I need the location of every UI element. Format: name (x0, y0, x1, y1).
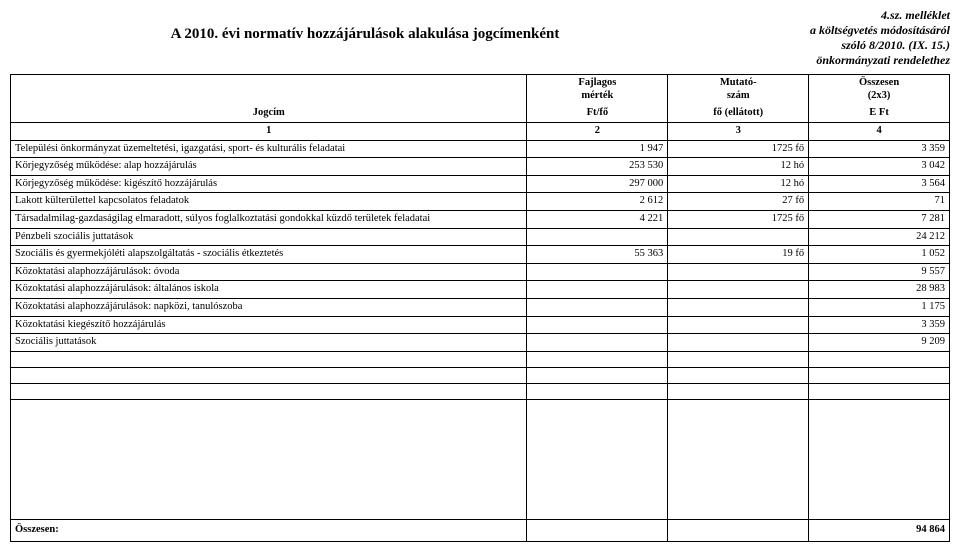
table-row: Társadalmilag-gazdaságilag elmaradott, s… (11, 210, 950, 228)
row-osszesen: 1 175 (809, 298, 950, 316)
table-row: Közoktatási alaphozzájárulások: óvoda 9 5… (11, 263, 950, 281)
row-fajlagos: 297 000 (527, 175, 668, 193)
colnum-3: 3 (668, 123, 809, 141)
unit-ftfo: Ft/fő (527, 105, 668, 123)
row-label: Közoktatási alaphozzájárulások: óvoda (11, 263, 527, 281)
row-osszesen: 7 281 (809, 210, 950, 228)
row-mutato: 12 hó (668, 175, 809, 193)
row-osszesen: 1 052 (809, 246, 950, 264)
total-row: Összesen: 94 864 (11, 519, 950, 541)
table-row: Közoktatási alaphozzájárulások: napközi,… (11, 298, 950, 316)
blank-row (11, 383, 950, 399)
total-value: 94 864 (809, 519, 950, 541)
row-label: Közoktatási alaphozzájárulások: általáno… (11, 281, 527, 299)
row-label: Társadalmilag-gazdaságilag elmaradott, s… (11, 210, 527, 228)
row-label: Közoktatási kiegészítő hozzájárulás (11, 316, 527, 334)
annex-line: 4.sz. melléklet (720, 8, 950, 23)
col-header-jogcim: Jogcím (11, 75, 527, 123)
row-osszesen: 3 359 (809, 316, 950, 334)
row-mutato (668, 263, 809, 281)
table-row: Lakott külterülettel kapcsolatos feladat… (11, 193, 950, 211)
row-mutato: 1725 fő (668, 140, 809, 158)
row-mutato (668, 334, 809, 352)
row-label: Lakott külterülettel kapcsolatos feladat… (11, 193, 527, 211)
row-osszesen: 24 212 (809, 228, 950, 246)
row-osszesen: 3 359 (809, 140, 950, 158)
table-row: Közoktatási kiegészítő hozzájárulás 3 359 (11, 316, 950, 334)
row-fajlagos: 2 612 (527, 193, 668, 211)
row-mutato: 19 fő (668, 246, 809, 264)
table-row: Szociális és gyermekjóléti alapszolgálta… (11, 246, 950, 264)
unit-fo: fő (ellátott) (668, 105, 809, 123)
row-fajlagos (527, 298, 668, 316)
row-mutato (668, 298, 809, 316)
row-mutato (668, 228, 809, 246)
row-osszesen: 3 564 (809, 175, 950, 193)
row-fajlagos (527, 334, 668, 352)
row-fajlagos (527, 281, 668, 299)
header-row-numbers: 1 2 3 4 (11, 123, 950, 141)
row-mutato (668, 316, 809, 334)
row-fajlagos (527, 316, 668, 334)
row-osszesen: 9 557 (809, 263, 950, 281)
col-header-fajlagos-1: Fajlagosmérték (527, 75, 668, 105)
total-label: Összesen: (11, 519, 527, 541)
annex-line: szóló 8/2010. (IX. 15.) (720, 38, 950, 53)
page-header: A 2010. évi normatív hozzájárulások alak… (10, 8, 950, 68)
row-label: Szociális juttatások (11, 334, 527, 352)
row-fajlagos (527, 263, 668, 281)
row-fajlagos: 4 221 (527, 210, 668, 228)
row-label: Pénzbeli szociális juttatások (11, 228, 527, 246)
row-osszesen: 71 (809, 193, 950, 211)
row-fajlagos: 55 363 (527, 246, 668, 264)
row-label: Körjegyzőség működése: kigészítő hozzájá… (11, 175, 527, 193)
blank-row (11, 351, 950, 367)
header-row-labels: Jogcím Fajlagosmérték Mutató-szám Összes… (11, 75, 950, 105)
blank-row (11, 367, 950, 383)
row-fajlagos (527, 228, 668, 246)
row-label: Közoktatási alaphozzájárulások: napközi,… (11, 298, 527, 316)
row-mutato (668, 281, 809, 299)
page-title: A 2010. évi normatív hozzájárulások alak… (10, 8, 720, 43)
unit-eft: E Ft (809, 105, 950, 123)
row-label: Települési önkormányzat üzemeltetési, ig… (11, 140, 527, 158)
row-osszesen: 9 209 (809, 334, 950, 352)
col-header-osszesen-1: Összesen(2x3) (809, 75, 950, 105)
row-osszesen: 28 983 (809, 281, 950, 299)
table-row: Pénzbeli szociális juttatások 24 212 (11, 228, 950, 246)
table-row: Körjegyzőség működése: alap hozzájárulás… (11, 158, 950, 176)
row-label: Körjegyzőség működése: alap hozzájárulás (11, 158, 527, 176)
table-row: Szociális juttatások 9 209 (11, 334, 950, 352)
table-row: Települési önkormányzat üzemeltetési, ig… (11, 140, 950, 158)
row-fajlagos: 253 530 (527, 158, 668, 176)
spacer-row (11, 399, 950, 519)
row-label: Szociális és gyermekjóléti alapszolgálta… (11, 246, 527, 264)
table-row: Közoktatási alaphozzájárulások: általáno… (11, 281, 950, 299)
colnum-4: 4 (809, 123, 950, 141)
colnum-1: 1 (11, 123, 527, 141)
row-osszesen: 3 042 (809, 158, 950, 176)
annex-block: 4.sz. melléklet a költségvetés módosítás… (720, 8, 950, 68)
main-table: Jogcím Fajlagosmérték Mutató-szám Összes… (10, 74, 950, 542)
row-fajlagos: 1 947 (527, 140, 668, 158)
row-mutato: 1725 fő (668, 210, 809, 228)
annex-line: önkormányzati rendelethez (720, 53, 950, 68)
colnum-2: 2 (527, 123, 668, 141)
col-header-mutato-1: Mutató-szám (668, 75, 809, 105)
row-mutato: 27 fő (668, 193, 809, 211)
row-mutato: 12 hó (668, 158, 809, 176)
table-row: Körjegyzőség működése: kigészítő hozzájá… (11, 175, 950, 193)
annex-line: a költségvetés módosításáról (720, 23, 950, 38)
